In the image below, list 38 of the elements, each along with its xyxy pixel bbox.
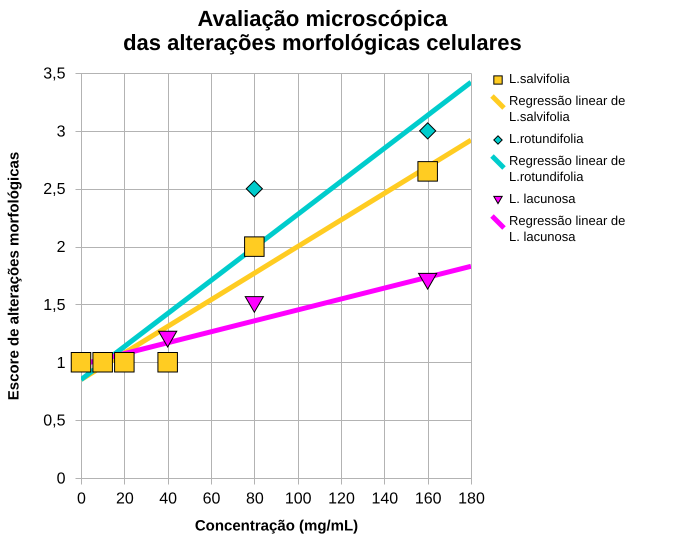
x-tick-label: 40 <box>159 490 178 508</box>
y-axis-title: Escore de alterações morfológicas <box>5 152 22 400</box>
legend-label: Regressão linear de L.salvifolia <box>509 93 626 124</box>
point <box>244 236 265 257</box>
x-tick-label: 20 <box>116 490 134 508</box>
point <box>70 352 92 373</box>
point <box>244 296 264 313</box>
point <box>419 122 436 140</box>
y-tick-label: 2,5 <box>43 181 66 198</box>
legend-label: L.rotundifolia <box>509 131 584 146</box>
y-tick-label: 0,5 <box>43 412 66 430</box>
x-tick-label: 120 <box>328 490 355 508</box>
y-tick-label: 2 <box>56 239 66 256</box>
point <box>157 352 178 373</box>
chart-title: Avaliação microscópica das alterações morfológicas celulares <box>123 6 522 55</box>
point <box>418 272 438 290</box>
legend-label: L.salvifolia <box>509 71 570 86</box>
legend-label: Regressão linear de L. lacunosa <box>509 213 626 244</box>
point <box>417 161 438 182</box>
x-axis-title: Concentração (mg/mL) <box>194 518 358 534</box>
point <box>158 330 178 348</box>
y-tick-label: 1,5 <box>43 296 66 314</box>
legend-label: L. lacunosa <box>509 191 576 206</box>
y-tick-label: 3,5 <box>43 66 66 82</box>
legend-label: Regressão linear de L.rotundifolia <box>509 153 626 184</box>
point <box>246 180 263 198</box>
x-tick-label: 100 <box>284 490 312 508</box>
x-tick-label: 160 <box>414 490 442 508</box>
x-tick-label: 140 <box>371 490 398 508</box>
y-tick-label: 3 <box>56 123 66 140</box>
point <box>92 352 113 373</box>
point <box>114 352 135 373</box>
x-tick-label: 60 <box>202 490 220 508</box>
x-tick-label: 180 <box>458 490 485 508</box>
x-tick-label: 80 <box>246 490 264 508</box>
x-tick-label: 0 <box>77 490 86 508</box>
y-tick-label: 1 <box>56 354 66 372</box>
y-tick-label: 0 <box>56 470 66 488</box>
